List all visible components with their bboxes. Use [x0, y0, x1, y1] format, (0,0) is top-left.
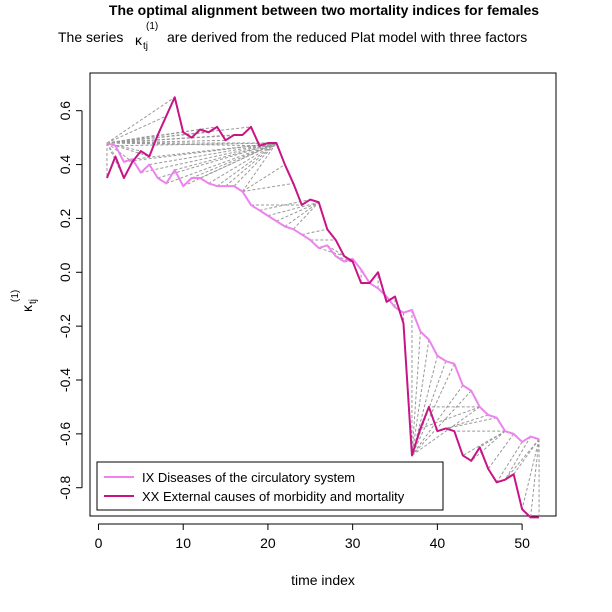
alignment-line-63 [411, 363, 455, 456]
legend-label-xx: XX External causes of morbidity and mort… [142, 489, 405, 504]
y-tick-label-2: -0.4 [57, 368, 73, 392]
alignment-line-25 [149, 142, 277, 166]
alignment-line-73 [470, 430, 506, 462]
alignment-line-76 [496, 441, 523, 483]
alignment-line-70 [445, 417, 497, 429]
series-lines [106, 96, 540, 519]
alignment-line-22 [123, 142, 277, 163]
chart-subtitle-prefix: The series [58, 29, 123, 45]
alignment-line-45 [301, 228, 328, 236]
x-axis: 0 10 20 30 40 50 [95, 523, 530, 551]
legend: IX Diseases of the circulatory system XX… [96, 461, 444, 511]
alignment-line-64 [411, 385, 464, 456]
chart-subtitle-suffix: are derived from the reduced Plat model … [167, 29, 527, 45]
y-tick-label-1: -0.6 [57, 422, 73, 446]
alignment-line-77 [504, 436, 532, 480]
alignment-line-16 [106, 134, 243, 144]
alignment-line-42 [276, 201, 319, 222]
alignment-line-75 [487, 433, 515, 470]
alignment-line-28 [174, 142, 277, 171]
alignment-line-40 [259, 199, 311, 211]
alignment-line-44 [292, 201, 320, 230]
alignment-line-17 [106, 126, 252, 144]
y-tick-label-7: 0.6 [57, 101, 73, 121]
alignment-line-34 [225, 142, 277, 187]
alignment-line-74 [479, 430, 506, 448]
alignment-line-15 [106, 134, 235, 144]
y-tick-label-3: -0.2 [57, 314, 73, 338]
chart-subtitle-symbol: κ [135, 32, 143, 48]
y-axis-label-subscript: tj [28, 299, 39, 304]
series-line-xx [106, 96, 540, 519]
alignment-line-38 [242, 182, 294, 192]
alignment-line-35 [233, 142, 277, 187]
alignment-line-31 [199, 142, 277, 179]
y-axis: -0.8 -0.6 -0.4 -0.2 0.0 0.2 0.4 0.6 [57, 101, 83, 500]
y-axis-label-superscript: (1) [10, 290, 21, 302]
alignment-line-72 [462, 430, 506, 456]
alignment-line-27 [166, 142, 277, 184]
alignment-line-7 [106, 115, 167, 144]
y-axis-label: κ tj (1) [10, 290, 39, 312]
y-tick-label-0: -0.8 [57, 475, 73, 499]
alignment-line-66 [411, 406, 481, 456]
y-axis-label-symbol: κ [19, 304, 35, 312]
legend-label-ix: IX Diseases of the circulatory system [142, 470, 355, 485]
alignment-line-23 [132, 142, 277, 160]
alignment-line-26 [157, 142, 277, 179]
x-tick-label-50: 50 [514, 535, 530, 551]
y-tick-label-5: 0.2 [57, 208, 73, 228]
alignment-line-21 [115, 142, 277, 147]
alignment-line-32 [208, 142, 277, 184]
x-tick-label-40: 40 [430, 535, 446, 551]
x-tick-label-0: 0 [95, 535, 103, 551]
x-axis-label: time index [291, 572, 355, 588]
alignment-line-80 [521, 439, 540, 510]
alignment-line-24 [140, 142, 277, 174]
alignment-line-81 [530, 439, 540, 518]
x-tick-label-10: 10 [175, 535, 191, 551]
y-tick-label-6: 0.4 [57, 155, 73, 175]
alignment-line-67 [420, 406, 480, 429]
chart-title: The optimal alignment between two mortal… [109, 2, 539, 18]
legend-box [96, 461, 444, 511]
alignment-line-59 [411, 331, 421, 456]
alignment-line-60 [411, 339, 430, 456]
chart-subtitle-superscript: (1) [146, 21, 158, 32]
alignment-line-79 [513, 438, 540, 475]
alignment-line-43 [284, 201, 320, 227]
plot-frame [89, 72, 557, 517]
alignment-line-37 [242, 164, 286, 192]
alignment-line-41 [267, 201, 319, 217]
series-line-ix [106, 142, 540, 443]
chart-subtitle-subscript: tj [143, 41, 148, 52]
alignment-line-33 [216, 142, 277, 187]
x-tick-label-20: 20 [260, 535, 276, 551]
alignment-line-47 [318, 247, 345, 257]
alignment-line-30 [191, 142, 277, 179]
y-tick-label-4: 0.0 [57, 262, 73, 282]
alignment-line-78 [504, 438, 540, 480]
x-tick-label-30: 30 [345, 535, 361, 551]
alignment-line-8 [106, 96, 176, 144]
alignment-line-69 [437, 414, 489, 432]
